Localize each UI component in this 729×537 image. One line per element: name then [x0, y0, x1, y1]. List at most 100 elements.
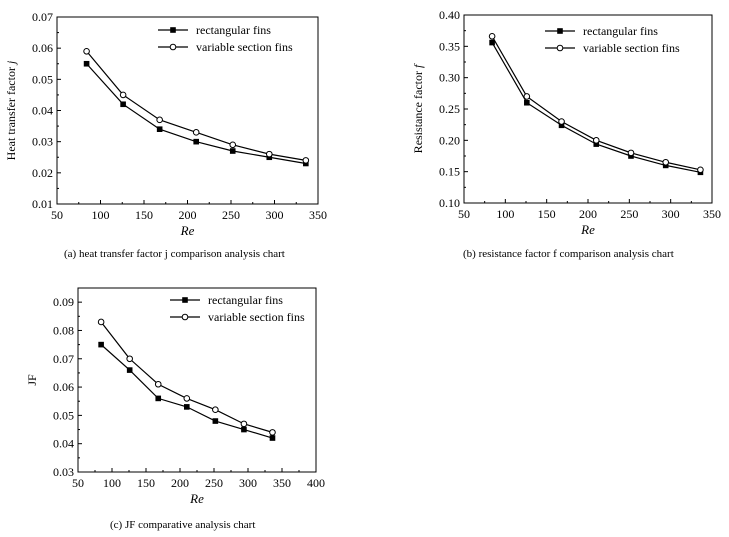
data-point-circle	[269, 429, 276, 436]
data-point-circle	[183, 395, 191, 402]
x-tick-label: 50	[51, 208, 63, 222]
data-point-circle	[488, 33, 496, 40]
x-tick-label: 200	[579, 207, 597, 221]
data-point-circle	[592, 137, 600, 144]
y-tick-label: 0.04	[53, 437, 74, 451]
data-point-circle	[697, 166, 704, 174]
legend-label: rectangular fins	[583, 24, 658, 38]
data-point-square	[83, 60, 90, 67]
data-point-square	[593, 141, 600, 147]
caption-a: (a) heat transfer factor j comparison an…	[64, 248, 285, 260]
x-axis-label: Re	[180, 223, 195, 238]
x-tick-label: 300	[239, 476, 257, 490]
data-point-circle	[265, 150, 273, 158]
legend-label: variable section fins	[208, 310, 305, 324]
y-tick-label: 0.02	[32, 166, 53, 180]
x-tick-label: 50	[72, 476, 84, 490]
y-tick-label: 0.35	[439, 39, 460, 53]
x-tick-label: 400	[307, 476, 325, 490]
data-point-square	[184, 404, 190, 410]
data-point-circle	[119, 91, 127, 99]
data-point-square	[524, 99, 530, 106]
y-axis-label: Resistance factor f	[411, 63, 425, 153]
y-tick-label: 0.04	[32, 104, 53, 118]
x-tick-label: 250	[620, 207, 638, 221]
series-line-2	[100, 321, 273, 433]
x-tick-label: 100	[496, 207, 514, 221]
x-tick-label: 100	[103, 476, 121, 490]
data-point-square	[193, 138, 199, 145]
data-point-circle	[97, 318, 105, 326]
x-tick-label: 250	[205, 476, 223, 490]
data-point-square	[155, 395, 162, 402]
data-point-circle	[83, 47, 90, 55]
x-axis-label: Re	[189, 491, 204, 506]
y-tick-label: 0.05	[53, 408, 74, 422]
data-point-square	[241, 426, 247, 433]
legend-label: rectangular fins	[196, 23, 271, 37]
y-axis-label: Heat transfer factor j	[4, 60, 18, 160]
data-point-square	[489, 39, 495, 46]
data-point-circle	[662, 158, 670, 166]
y-tick-label: 0.07	[32, 10, 53, 24]
legend-marker-square	[557, 28, 563, 34]
series-line-2	[491, 36, 701, 171]
y-tick-label: 0.05	[32, 72, 53, 86]
data-point-circle	[240, 420, 248, 428]
data-point-circle	[156, 116, 163, 124]
x-tick-label: 150	[538, 207, 556, 221]
x-tick-label: 300	[266, 208, 284, 222]
legend-marker-square	[182, 297, 188, 303]
caption-c: (c) JF comparative analysis chart	[110, 519, 256, 531]
y-tick-label: 0.03	[53, 465, 74, 479]
data-point-square	[212, 418, 219, 424]
y-tick-label: 0.20	[439, 133, 460, 147]
y-tick-label: 0.06	[53, 380, 74, 394]
x-tick-label: 150	[135, 208, 153, 222]
x-tick-label: 200	[171, 476, 189, 490]
y-tick-label: 0.15	[439, 165, 460, 179]
chart-a-heat-transfer-factor: 50 100 150 200 250 300 350 0.01 0.02 0.03 0.04 0.05…	[4, 10, 327, 238]
data-point-square	[120, 101, 126, 108]
x-axis-label: Re	[580, 222, 595, 237]
y-tick-label: 0.03	[32, 135, 53, 149]
data-point-square	[229, 148, 236, 154]
data-point-circle	[627, 149, 635, 157]
legend-marker-circle	[556, 44, 564, 52]
data-point-circle	[302, 157, 310, 164]
y-tick-label: 0.09	[53, 295, 74, 309]
series-line-1	[491, 42, 701, 173]
x-tick-label: 150	[137, 476, 155, 490]
x-tick-label: 300	[662, 207, 680, 221]
y-tick-label: 0.01	[32, 197, 53, 211]
data-point-circle	[558, 118, 565, 125]
x-tick-label: 200	[179, 208, 197, 222]
data-point-square	[126, 367, 133, 373]
x-tick-label: 350	[309, 208, 327, 222]
series-line-1	[86, 63, 306, 165]
chart-b-resistance-factor: 50 100 150 200 250 300 350 0.10 0.15 0.20 0.25 0.30…	[411, 8, 721, 237]
legend-label: rectangular fins	[208, 293, 283, 307]
data-point-circle	[229, 141, 237, 149]
data-point-circle	[523, 93, 531, 100]
y-axis-label: JF	[25, 374, 39, 386]
y-tick-label: 0.40	[439, 8, 460, 22]
data-point-square	[156, 126, 163, 132]
data-point-square	[558, 122, 565, 129]
x-tick-label: 350	[273, 476, 291, 490]
chart-c-jf: 50 100 150 200 250 300 350 400 0.03 0.04 0.05 0.06 0…	[25, 287, 325, 506]
y-tick-label: 0.07	[53, 352, 74, 366]
x-tick-label: 100	[92, 208, 110, 222]
x-tick-label: 350	[703, 207, 721, 221]
data-point-circle	[154, 380, 162, 388]
legend-marker-circle	[169, 43, 177, 51]
legend-label: variable section fins	[583, 41, 680, 55]
y-tick-label: 0.08	[53, 323, 74, 337]
y-tick-label: 0.06	[32, 41, 53, 55]
data-point-circle	[212, 406, 219, 414]
legend-marker-square	[170, 27, 176, 33]
y-tick-label: 0.10	[439, 196, 460, 210]
y-tick-label: 0.30	[439, 71, 460, 85]
data-point-square	[98, 341, 104, 348]
